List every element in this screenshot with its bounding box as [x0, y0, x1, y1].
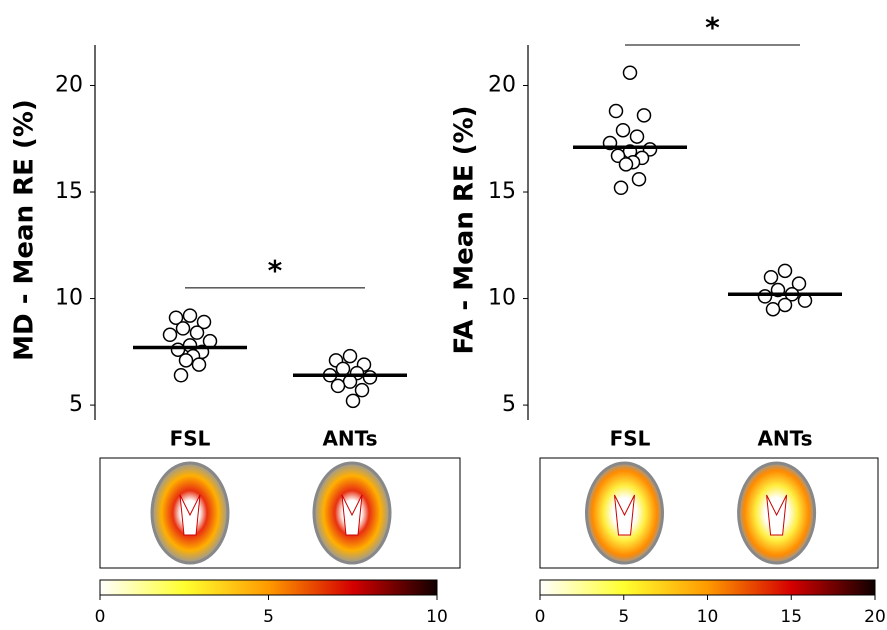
brain-image — [314, 463, 390, 563]
colorbar-tick-label: 5 — [263, 607, 274, 627]
x-tick-label: ANTs — [757, 427, 812, 451]
significance-star: * — [268, 254, 283, 287]
colorbar-tick-label: 5 — [618, 607, 629, 627]
data-point — [610, 105, 623, 118]
data-point — [344, 375, 357, 388]
figure: 5 10 15 20 MD - Mean RE (%) FSL ANTs * 0 5 10 5 10 15… — [0, 0, 887, 630]
colorbar-tick-label: 0 — [95, 607, 106, 627]
data-point — [767, 303, 780, 316]
colorbar-tick-label: 10 — [426, 607, 448, 627]
y-tick-label: 10 — [55, 286, 83, 311]
data-point — [799, 294, 812, 307]
y-tick-label: 20 — [55, 72, 83, 97]
data-point — [759, 290, 772, 303]
data-point — [177, 322, 190, 335]
data-point — [191, 326, 204, 339]
data-point — [347, 394, 360, 407]
brain-image — [587, 463, 663, 563]
colorbar-tick-label: 20 — [864, 607, 886, 627]
y-tick-label: 5 — [502, 392, 516, 417]
data-point — [620, 158, 633, 171]
data-point — [364, 371, 377, 384]
brain-image — [152, 463, 228, 563]
data-point — [356, 384, 369, 397]
y-axis-label: MD - Mean RE (%) — [10, 99, 40, 361]
significance-star: * — [705, 11, 720, 44]
colorbar — [100, 580, 437, 595]
y-axis-label: FA - Mean RE (%) — [450, 105, 480, 354]
colorbar — [540, 580, 875, 595]
y-tick-label: 20 — [488, 72, 516, 97]
y-tick-label: 5 — [69, 392, 83, 417]
x-tick-label: ANTs — [322, 427, 377, 451]
data-point — [633, 173, 646, 186]
data-point — [175, 369, 188, 382]
data-point — [779, 298, 792, 311]
data-point — [180, 354, 193, 367]
y-tick-label: 15 — [488, 179, 516, 204]
data-point — [638, 109, 651, 122]
colorbar-tick-label: 15 — [780, 607, 802, 627]
data-point — [624, 66, 637, 79]
y-tick-label: 10 — [488, 286, 516, 311]
data-point — [344, 350, 357, 363]
data-point — [631, 130, 644, 143]
y-tick-label: 15 — [55, 179, 83, 204]
data-point — [615, 181, 628, 194]
brain-image — [739, 463, 815, 563]
data-point — [193, 358, 206, 371]
colorbar-tick-label: 0 — [535, 607, 546, 627]
data-point — [617, 124, 630, 137]
x-tick-label: FSL — [170, 427, 211, 451]
data-point — [164, 328, 177, 341]
data-point — [332, 379, 345, 392]
data-point — [184, 309, 197, 322]
x-tick-label: FSL — [610, 427, 651, 451]
data-point — [337, 362, 350, 375]
data-point — [765, 271, 778, 284]
colorbar-tick-label: 10 — [697, 607, 719, 627]
data-point — [779, 264, 792, 277]
